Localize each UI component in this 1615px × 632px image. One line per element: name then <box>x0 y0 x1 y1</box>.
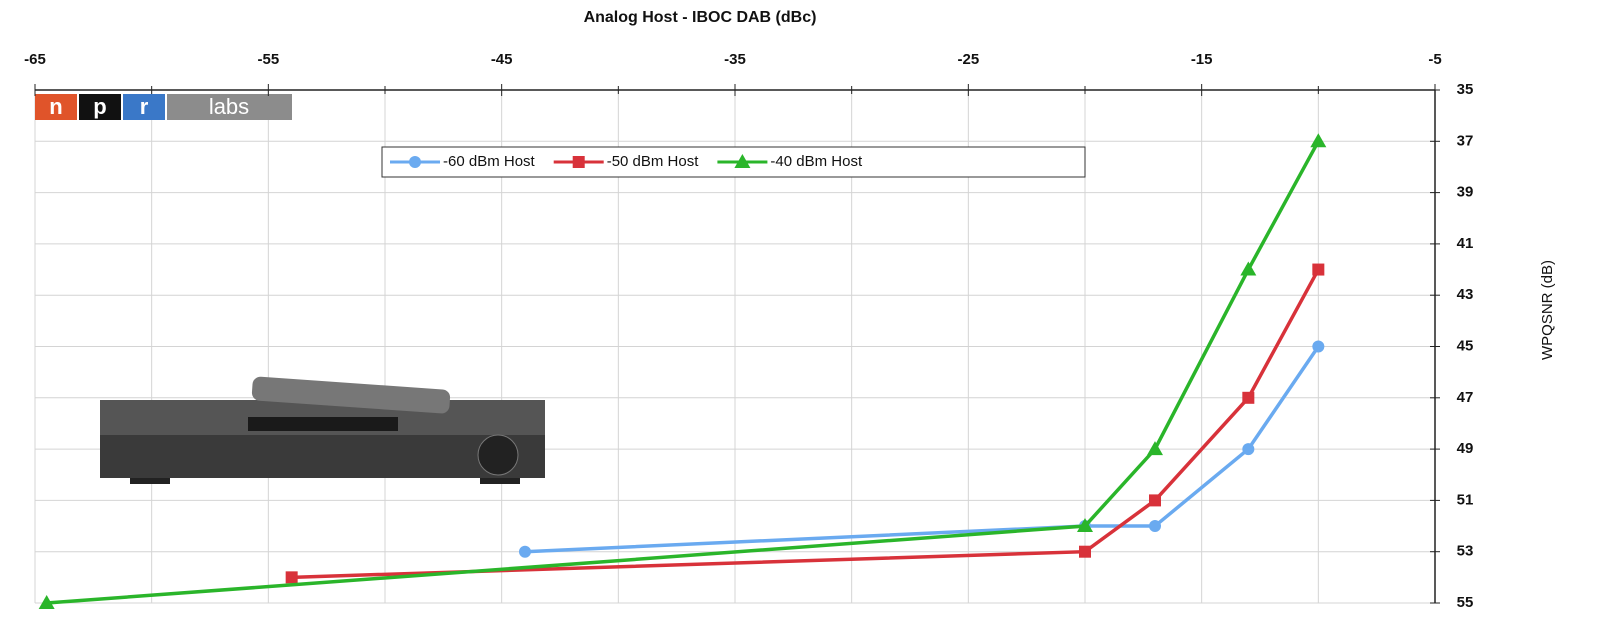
x-tick-label: -65 <box>24 51 46 68</box>
x-tick-label: -15 <box>1191 51 1213 68</box>
point <box>1079 545 1091 558</box>
point <box>1149 520 1161 533</box>
point <box>1312 263 1325 276</box>
logo-letter: n <box>49 94 62 119</box>
point <box>572 156 585 168</box>
point <box>734 154 751 168</box>
logo-letter: p <box>93 94 106 119</box>
y-tick-label: 35 <box>1457 81 1474 98</box>
y-tick-label: 45 <box>1457 337 1474 354</box>
logo-box <box>123 94 165 120</box>
point <box>1242 443 1255 456</box>
logo-letter: r <box>140 94 149 119</box>
logo-box <box>79 94 121 120</box>
receiver-foot <box>130 478 170 484</box>
point <box>1242 391 1255 404</box>
point <box>1149 494 1161 507</box>
x-tick-label: -45 <box>491 51 513 68</box>
y-tick-label: 47 <box>1457 389 1474 406</box>
receiver-knob <box>477 434 519 476</box>
point <box>1312 340 1325 353</box>
y-tick-label: 39 <box>1457 184 1474 201</box>
y-tick-label: 41 <box>1457 235 1474 252</box>
x-tick-label: -5 <box>1428 51 1441 68</box>
y-tick-label: 49 <box>1457 440 1474 457</box>
logo-box <box>35 94 77 120</box>
legend-label: -40 dBm Host <box>770 153 863 170</box>
point <box>1147 441 1163 456</box>
y-tick-label: 37 <box>1457 132 1474 149</box>
logo: n p r labs <box>35 94 292 120</box>
point <box>1240 261 1257 276</box>
y-tick-label: 55 <box>1457 594 1474 611</box>
x-tick-label: -25 <box>957 51 979 68</box>
y-tick-label: 51 <box>1457 491 1474 508</box>
logo-text: labs <box>209 94 249 119</box>
point <box>1077 518 1093 533</box>
y-tick-label: 43 <box>1457 286 1474 303</box>
receiver-foot <box>480 478 520 484</box>
point <box>285 571 298 584</box>
point <box>38 595 55 609</box>
receiver-display <box>248 417 398 431</box>
chart-title: Analog Host - IBOC DAB (dBc) <box>584 9 817 26</box>
logo-box <box>167 94 292 120</box>
remote <box>251 376 451 414</box>
legend: -60 dBm Host -50 dBm Host -40 dBm Host <box>381 146 1086 178</box>
x-tick-label: -55 <box>257 51 279 68</box>
point <box>409 156 421 168</box>
y-axis-label: WPQSNR (dB) <box>1539 260 1556 360</box>
x-tick-label: -35 <box>724 51 746 68</box>
legend-label: -50 dBm Host <box>607 153 700 170</box>
point <box>519 545 531 558</box>
point <box>1310 133 1327 148</box>
series-line <box>46 140 1320 605</box>
y-tick-label: 53 <box>1457 543 1474 560</box>
receiver-image <box>100 376 545 484</box>
legend-label: -60 dBm Host <box>443 153 536 170</box>
